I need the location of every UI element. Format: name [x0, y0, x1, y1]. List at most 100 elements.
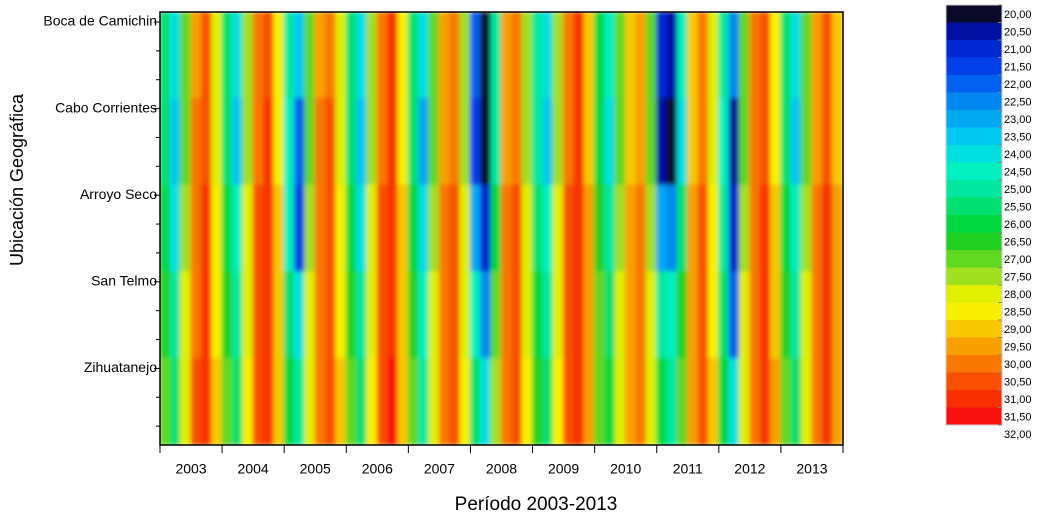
- heatmap-cell: [511, 98, 523, 186]
- heatmap-cell: [449, 98, 461, 186]
- colorbar-band: [946, 407, 1002, 426]
- heatmap-cell: [211, 357, 223, 445]
- heatmap-cell: [583, 12, 596, 100]
- heatmap-cell: [697, 184, 709, 273]
- heatmap-cell: [676, 184, 689, 273]
- heatmap-cell: [428, 357, 440, 445]
- colorbar-band: [946, 285, 1002, 303]
- heatmap-cell: [356, 98, 368, 186]
- heatmap-cell: [625, 12, 637, 100]
- colorbar-band: [946, 75, 1002, 93]
- heatmap-cell: [480, 184, 492, 273]
- heatmap-cell: [469, 98, 482, 186]
- heatmap-cell: [160, 184, 171, 273]
- heatmap-cell: [407, 271, 420, 359]
- heatmap-cell: [376, 12, 389, 100]
- heatmap-cell: [180, 98, 192, 186]
- heatmap-cell: [770, 12, 782, 100]
- x-tick-label: 2012: [734, 461, 765, 477]
- x-tick-label: 2004: [238, 461, 269, 477]
- heatmap-cell: [552, 357, 565, 445]
- heatmap-cell: [511, 271, 523, 359]
- colorbar-band: [946, 250, 1002, 268]
- heatmap-cell: [780, 184, 792, 273]
- heatmap-cell: [376, 98, 389, 186]
- y-tick-label: Cabo Corrientes: [55, 99, 157, 115]
- heatmap-cell: [211, 12, 223, 100]
- heatmap-cell: [625, 357, 637, 445]
- heatmap-cell: [718, 184, 730, 273]
- heatmap-cell: [325, 98, 337, 186]
- heatmap-cell: [180, 271, 192, 359]
- heatmap-cell: [728, 184, 741, 273]
- y-tick-label: San Telmo: [91, 273, 157, 289]
- heatmap-cell: [625, 98, 637, 186]
- heatmap-cell: [160, 271, 171, 359]
- heatmap-cell: [304, 98, 316, 186]
- heatmap-cell: [542, 98, 554, 186]
- heatmap-cell: [645, 271, 658, 359]
- colorbar-band: [946, 215, 1002, 233]
- heatmap-cell: [718, 98, 730, 186]
- colorbar-label: 23,00: [1004, 114, 1032, 126]
- heatmap-cell: [821, 98, 834, 186]
- heatmap-cell: [242, 98, 254, 186]
- heatmap-cell: [718, 271, 730, 359]
- colorbar-label: 29,00: [1004, 324, 1032, 336]
- heatmap-cell: [501, 12, 513, 100]
- heatmap-cell: [604, 357, 616, 445]
- heatmap-cell: [438, 357, 451, 445]
- heatmap-cell: [469, 184, 482, 273]
- colorbar-band: [946, 110, 1002, 128]
- heatmap-cell: [283, 98, 296, 186]
- y-tick-label: Arroyo Seco: [80, 186, 157, 202]
- colorbar-label: 21,00: [1004, 44, 1032, 56]
- heatmap-cell: [387, 357, 399, 445]
- heatmap-cell: [697, 357, 709, 445]
- heatmap-cell: [160, 357, 171, 445]
- x-tick-label: 2008: [486, 461, 517, 477]
- heatmap-cell: [252, 98, 264, 186]
- heatmap-cell: [387, 184, 399, 273]
- heatmap-cell: [273, 12, 285, 100]
- heatmap-cell: [438, 12, 451, 100]
- heatmap-cell: [314, 12, 327, 100]
- heatmap-cell: [739, 12, 751, 100]
- heatmap-cell: [563, 184, 575, 273]
- heatmap-cell: [707, 184, 720, 273]
- heatmap-cell: [242, 12, 254, 100]
- heatmap-cell: [770, 98, 782, 186]
- colorbar-label: 28,00: [1004, 289, 1032, 301]
- heatmap-cell: [180, 184, 192, 273]
- x-axis-label: Período 2003-2013: [455, 494, 618, 515]
- colorbar-label: 24,50: [1004, 166, 1032, 178]
- heatmap-cell: [687, 98, 699, 186]
- heatmap-cell: [583, 184, 596, 273]
- heatmap-cell: [749, 98, 761, 186]
- heatmap-cell: [811, 271, 823, 359]
- colorbar-band: [946, 145, 1002, 163]
- heatmap-cell: [273, 271, 285, 359]
- heatmap-cell: [697, 98, 709, 186]
- heatmap-cell: [397, 98, 409, 186]
- heatmap-cell: [697, 12, 709, 100]
- heatmap-cell: [790, 357, 803, 445]
- heatmap-cell: [469, 271, 482, 359]
- heatmap-cell: [376, 184, 389, 273]
- heatmap-cell: [335, 184, 347, 273]
- colorbar-label: 27,00: [1004, 254, 1032, 266]
- heatmap-cell: [728, 98, 741, 186]
- heatmap-cell: [252, 12, 264, 100]
- heatmap-cell: [252, 184, 264, 273]
- heatmap-cell: [221, 184, 233, 273]
- heatmap-cell: [676, 357, 689, 445]
- heatmap-cell: [242, 184, 254, 273]
- heatmap-cell: [625, 271, 637, 359]
- heatmap-cell: [200, 12, 213, 100]
- heatmap-cell: [501, 184, 513, 273]
- heatmap-cell: [169, 184, 182, 273]
- heatmap-cell: [314, 357, 327, 445]
- heatmap-cell: [366, 184, 378, 273]
- heatmap-cell: [231, 98, 244, 186]
- colorbar-label: 27,50: [1004, 271, 1032, 283]
